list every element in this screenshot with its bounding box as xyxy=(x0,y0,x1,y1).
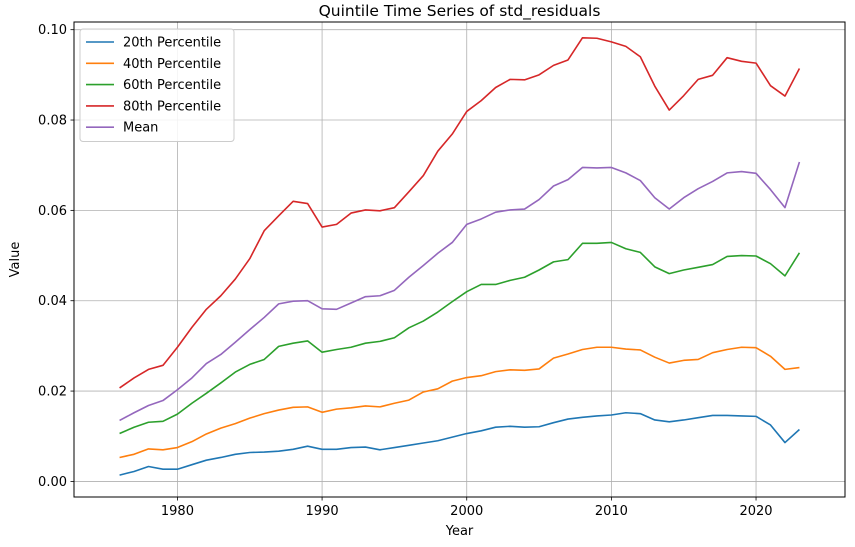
legend-label: Mean xyxy=(123,121,158,136)
axis-ticks: 1980 1990 2000 2010 2020 0.00 0.02 0.04 0.06 0.08… xyxy=(38,23,773,519)
legend-label: 80th Percentile xyxy=(123,99,221,114)
y-tick-label: 0.04 xyxy=(38,294,67,309)
legend-label: 60th Percentile xyxy=(123,78,221,93)
legend-label: 20th Percentile xyxy=(123,36,221,51)
x-tick-label: 1980 xyxy=(161,504,194,519)
y-tick-label: 0.08 xyxy=(38,114,67,129)
y-axis-label: Value xyxy=(8,242,23,278)
x-axis-label: Year xyxy=(445,524,474,539)
series-line-2 xyxy=(119,241,801,435)
y-tick-label: 0.06 xyxy=(38,204,67,219)
y-tick-label: 0.10 xyxy=(38,23,67,38)
series-line-1 xyxy=(119,346,800,459)
series-line-3 xyxy=(119,37,801,389)
y-tick-label: 0.02 xyxy=(38,385,67,400)
chart-title: Quintile Time Series of std_residuals xyxy=(319,2,601,21)
series-line-4 xyxy=(119,161,801,422)
series-lines xyxy=(119,37,801,476)
x-tick-label: 2010 xyxy=(595,504,628,519)
legend: 20th Percentile 40th Percentile 60th Perce… xyxy=(79,28,235,142)
y-tick-label: 0.00 xyxy=(38,475,67,490)
x-tick-label: 2000 xyxy=(450,504,483,519)
x-tick-label: 2020 xyxy=(739,504,772,519)
series-line-0 xyxy=(119,411,800,476)
legend-box xyxy=(79,28,235,142)
legend-label: 40th Percentile xyxy=(123,57,221,72)
plot-frame xyxy=(73,21,846,498)
x-tick-label: 1990 xyxy=(306,504,339,519)
